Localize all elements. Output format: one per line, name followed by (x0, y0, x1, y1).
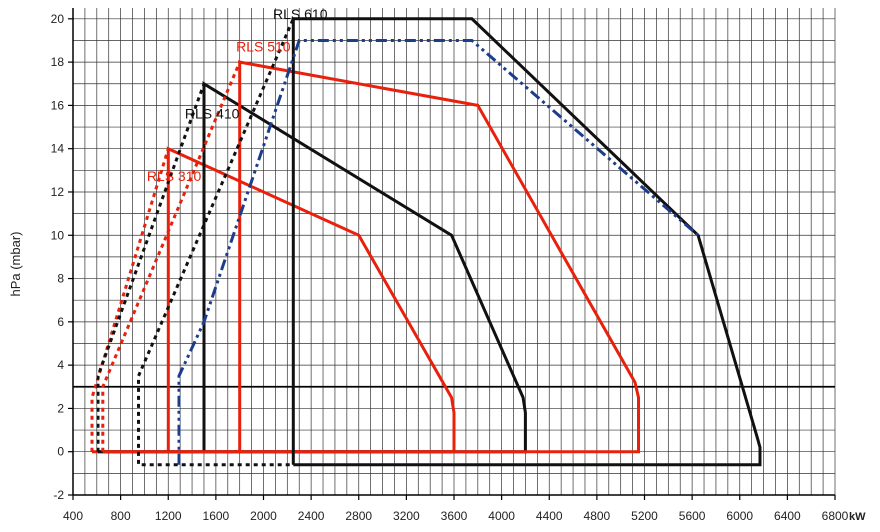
x-tick-label: 1200 (155, 509, 182, 523)
series-label-rls-310: RLS 310 (147, 168, 202, 184)
x-tick-label: 5200 (631, 509, 658, 523)
series-segment-dotted (96, 83, 206, 452)
y-tick-label: 18 (51, 55, 65, 69)
x-tick-label: 5600 (679, 509, 706, 523)
series-segment-dotted (137, 18, 295, 467)
y-tick-label: 2 (57, 401, 64, 415)
y-tick-label: 8 (57, 272, 64, 286)
y-tick-label: -2 (53, 488, 64, 502)
series-label-rls-610: RLS 610 (273, 6, 328, 22)
y-tick-label: 20 (51, 12, 65, 26)
x-axis-unit: kW (849, 511, 866, 523)
x-tick-label: 2800 (345, 509, 372, 523)
x-tick-label: 4400 (536, 509, 563, 523)
y-tick-label: 14 (51, 142, 65, 156)
x-tick-label: 4000 (488, 509, 515, 523)
x-tick-label: 800 (111, 509, 131, 523)
series-segment-dashdot (177, 39, 700, 465)
series-segment-dotted (90, 148, 170, 452)
x-tick-label: 3200 (393, 509, 420, 523)
x-tick-label: 400 (63, 509, 83, 523)
x-tick-label: 2400 (298, 509, 325, 523)
x-tick-label: 6000 (726, 509, 753, 523)
series-rls-610 (291, 17, 762, 467)
y-tick-label: 12 (51, 185, 65, 199)
x-tick-label: 3600 (441, 509, 468, 523)
y-tick-label: 10 (51, 228, 65, 242)
x-tick-label: 6400 (774, 509, 801, 523)
series-label-rls-510: RLS 510 (236, 38, 291, 54)
x-tick-label: 6800 (822, 509, 849, 523)
y-tick-label: 6 (57, 315, 64, 329)
x-tick-label: 4800 (584, 509, 611, 523)
chart-axes: 400 800 1200 1600 2000 2400 2800 3200 3600 4000 44… (51, 8, 849, 523)
y-tick-label: 4 (57, 358, 64, 372)
y-tick-label: 0 (57, 445, 64, 459)
x-tick-label: 2000 (250, 509, 277, 523)
series-label-rls-410: RLS 410 (185, 105, 240, 121)
series-segment-dotted (101, 61, 242, 452)
y-tick-label: 16 (51, 98, 65, 112)
chart-series-labels: RLS 310 RLS 410 RLS 510 RLS 610 (147, 6, 328, 184)
y-axis-title: hPa (mbar) (8, 231, 23, 296)
x-tick-label: 1600 (203, 509, 230, 523)
chart-series (90, 17, 762, 467)
